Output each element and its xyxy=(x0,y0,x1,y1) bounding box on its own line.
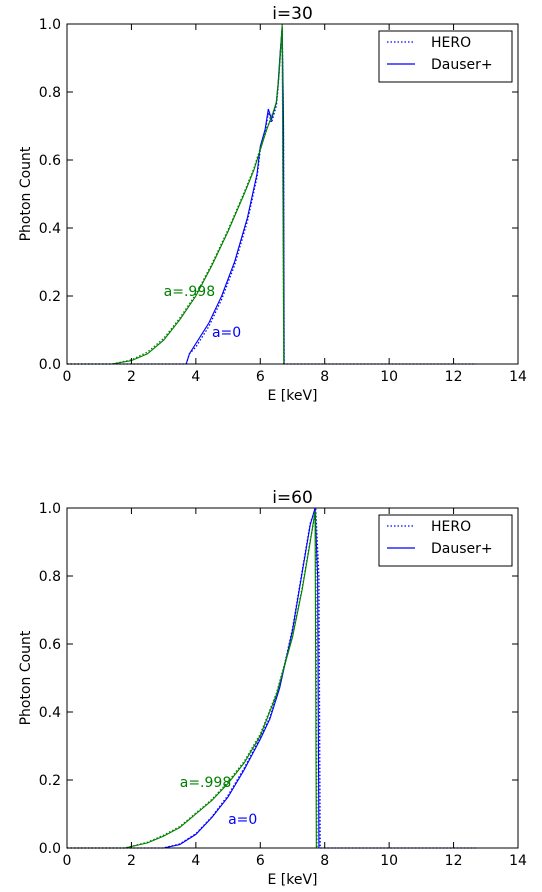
x-tick-label: 0 xyxy=(63,369,72,385)
y-tick-label: 0.4 xyxy=(39,221,61,237)
y-tick-label: 0.4 xyxy=(39,705,61,721)
annotation-0: a=.998 xyxy=(164,284,215,300)
y-tick-label: 0.0 xyxy=(39,841,61,857)
series-line-2 xyxy=(67,511,477,849)
series-line-0 xyxy=(67,27,285,365)
legend-label-0: HERO xyxy=(431,35,471,51)
x-tick-label: 8 xyxy=(320,853,329,869)
x-tick-label: 6 xyxy=(256,853,265,869)
legend: HERO Dauser+ xyxy=(378,30,513,83)
y-tick-label: 0.2 xyxy=(39,773,61,789)
x-tick-label: 12 xyxy=(445,369,463,385)
plot-frame xyxy=(66,507,519,849)
series-group xyxy=(67,23,477,365)
chart-title: i=60 xyxy=(272,488,313,508)
series-line-2 xyxy=(67,23,477,365)
x-tick-label: 4 xyxy=(191,369,200,385)
x-axis-label: E [keV] xyxy=(267,872,317,888)
series-line-1 xyxy=(67,507,477,849)
legend: HERO Dauser+ xyxy=(378,514,513,567)
y-tick-label: 0.2 xyxy=(39,289,61,305)
chart-panel-i30: 0 2 4 6 8 10 12 14 0.0 0.2 0.4 0.6 0.8 1.0 i=30 E [keV]… xyxy=(18,4,527,404)
annotation-1: a=0 xyxy=(228,812,257,828)
x-tick-label: 2 xyxy=(127,853,136,869)
series-group xyxy=(67,507,477,849)
x-tick-label: 8 xyxy=(320,369,329,385)
plot-frame xyxy=(66,23,519,365)
x-tick-label: 2 xyxy=(127,369,136,385)
x-tick-label: 10 xyxy=(380,369,398,385)
x-tick-label: 6 xyxy=(256,369,265,385)
x-tick-label: 10 xyxy=(380,853,398,869)
series-line-3 xyxy=(67,27,285,365)
y-tick-label: 1.0 xyxy=(39,501,61,517)
series-line-3 xyxy=(67,511,318,849)
y-tick-label: 0.6 xyxy=(39,637,61,653)
y-tick-label: 0.0 xyxy=(39,357,61,373)
x-tick-label: 0 xyxy=(63,853,72,869)
y-tick-label: 0.8 xyxy=(39,569,61,585)
x-tick-label: 12 xyxy=(445,853,463,869)
annotation-0: a=.998 xyxy=(180,775,231,791)
x-axis-label: E [keV] xyxy=(267,388,317,404)
y-axis-label: Photon Count xyxy=(18,146,34,241)
y-tick-label: 0.8 xyxy=(39,85,61,101)
y-axis-label: Photon Count xyxy=(18,630,34,725)
chart-title: i=30 xyxy=(272,4,313,24)
legend-label-0: HERO xyxy=(431,519,471,535)
legend-box xyxy=(378,514,513,567)
annotation-1: a=0 xyxy=(212,325,241,341)
x-tick-label: 4 xyxy=(191,853,200,869)
chart-panel-i60: 0 2 4 6 8 10 12 14 0.0 0.2 0.4 0.6 0.8 1.0 i=60 E [keV]… xyxy=(18,488,527,888)
y-tick-label: 1.0 xyxy=(39,17,61,33)
x-tick-label: 14 xyxy=(509,853,527,869)
legend-label-1: Dauser+ xyxy=(431,541,493,557)
y-tick-label: 0.6 xyxy=(39,153,61,169)
legend-box xyxy=(378,30,513,83)
x-tick-label: 14 xyxy=(509,369,527,385)
legend-label-1: Dauser+ xyxy=(431,57,493,73)
